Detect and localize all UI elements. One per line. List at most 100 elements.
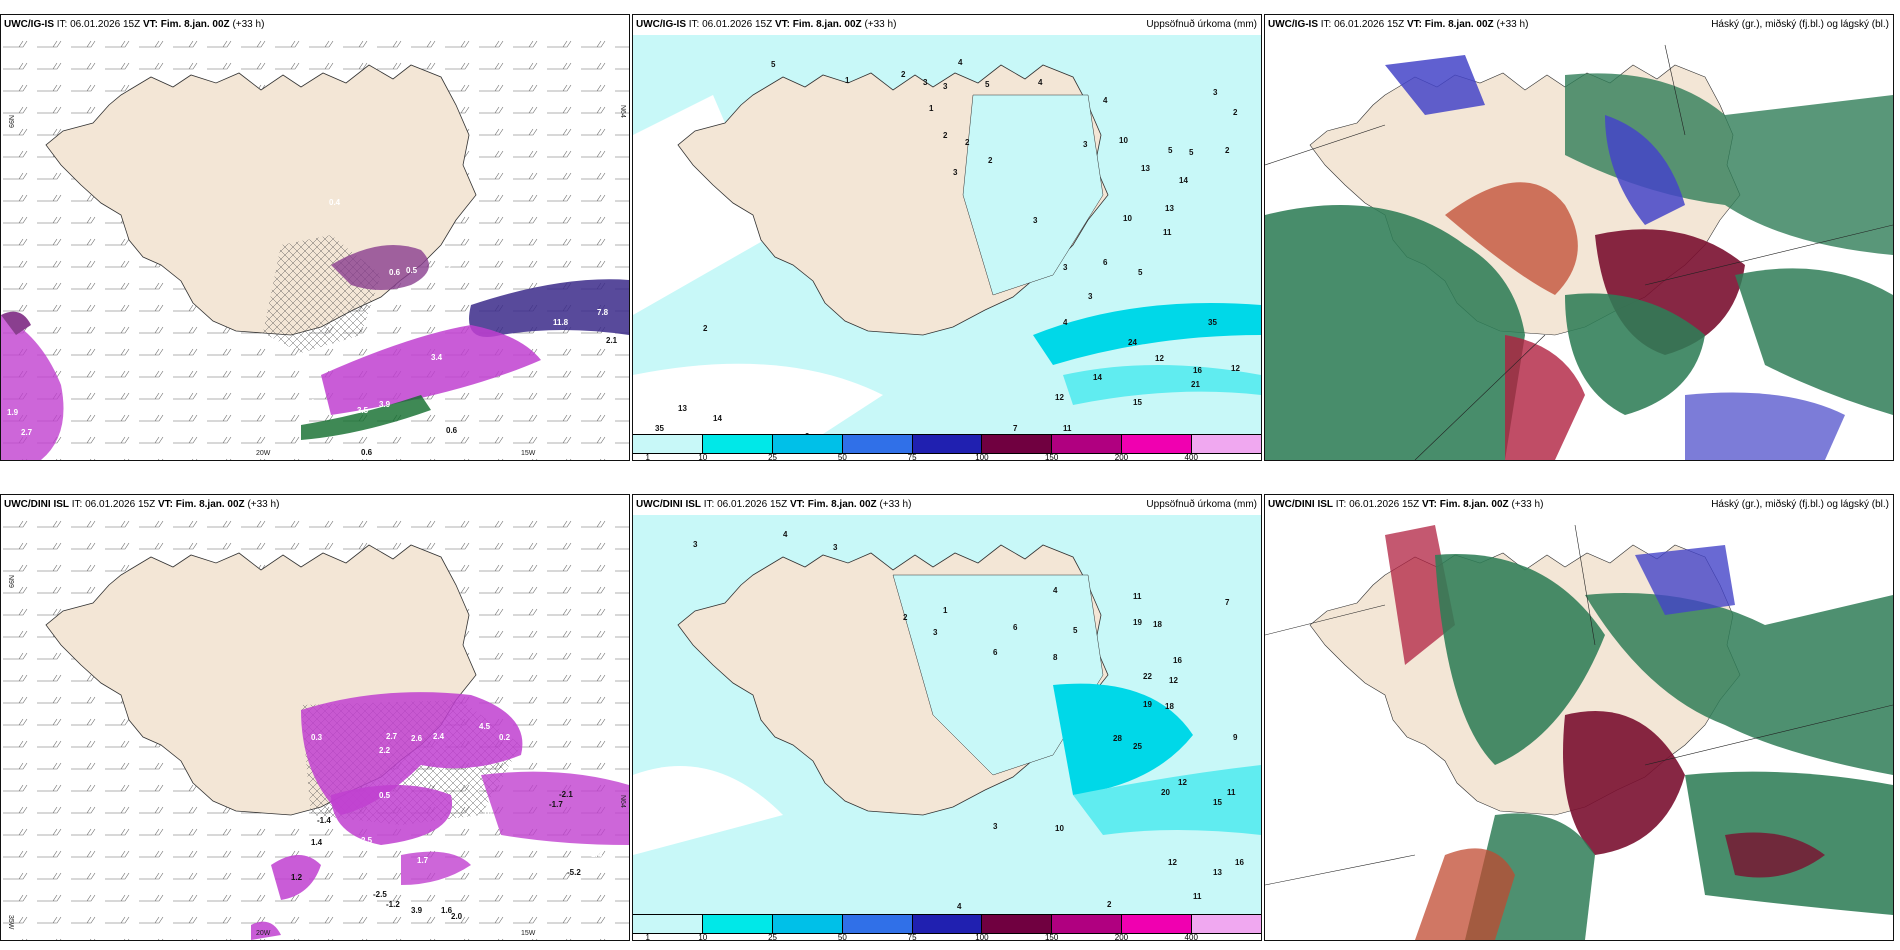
colorbar-tick-label: 50 [837,453,847,461]
panel-bottom-left: UWC/DINI ISL IT: 06.01.2026 15Z VT: Fim.… [0,494,630,941]
value-label: 2 [988,156,993,165]
value-label: 6 [1013,623,1018,632]
value-label: -1.2 [386,900,400,909]
value-label: 7 [1225,598,1230,607]
value-label: 4 [1038,78,1043,87]
colorbar-tick-label: 10 [698,933,708,941]
colorbar-cell [633,435,703,453]
colorbar-cell [772,435,843,453]
colorbar-cell [1122,915,1193,933]
colorbar-tick-label: 1 [645,933,650,941]
value-label: 0.2 [499,733,511,742]
value-label: 2.2 [481,880,493,889]
value-label: 0.5 [379,791,391,800]
colorbar-tick-label: 200 [1114,933,1129,941]
value-label: 4.5 [479,722,491,731]
value-label: 2 [901,70,906,79]
value-label: 35 [655,424,664,433]
value-label: 0.5 [406,266,418,275]
colorbar-tick-label: 150 [1044,453,1059,461]
value-label: 3 [923,78,928,87]
value-label: -2.5 [373,890,387,899]
value-label: 2.9 [49,452,61,460]
value-label: 2.2 [379,746,391,755]
value-label: 1.2 [291,873,303,882]
lon-label: 20W [256,450,271,457]
value-label: 3 [1088,292,1093,301]
value-label: 3 [833,543,838,552]
value-label: 2 [943,131,948,140]
value-label: 16 [1193,366,1202,375]
value-label: -2.1 [559,790,573,799]
panel-title: Háský (gr.), miðský (fj.bl.) og lágský (… [1711,499,1889,510]
panel-top-left: UWC/IG-IS IT: 06.01.2026 15Z VT: Fim. 8.… [0,14,630,461]
lat-label: N64 [619,105,626,118]
value-label: 11 [1227,788,1236,797]
value-label: 4 [958,58,963,67]
colorbar-tick-label: 400 [1184,933,1198,941]
value-label: 1.7 [417,856,429,865]
value-label: 22 [1143,672,1152,681]
value-label: 24 [1128,338,1137,347]
colorbar-cell [1052,915,1123,933]
value-label: 14 [1179,176,1188,185]
colorbar-cell [772,915,843,933]
value-label: 1.4 [591,850,603,859]
lat-label: 35W [7,915,14,930]
panel-bottom-middle: UWC/DINI ISL IT: 06.01.2026 15Z VT: Fim.… [632,494,1262,941]
colorbar-tick-label: 100 [975,453,989,461]
value-label: 4 [1063,318,1068,327]
map-wind-precip: 20W 15W N99 N64 0.4 0.6 0.5 1.2 0.8 3.4 … [1,35,629,460]
colorbar-tick-label: 150 [1044,933,1059,941]
value-label: 5 [1138,268,1143,277]
map-accumulated-precip: 3 4 3 2 1 3 4 6 11 18 19 12 22 16 18 28 … [633,515,1261,940]
colorbar-tick-label: 200 [1114,453,1129,461]
panel-header: UWC/IG-IS IT: 06.01.2026 15Z VT: Fim. 8.… [636,19,897,30]
map-accumulated-precip: 5 1 2 3 4 3 5 4 1 2 2 3 2 4 3 10 5 5 2 1… [633,35,1261,460]
value-label: 0.4 [329,198,341,207]
value-label: 11 [1163,228,1172,237]
panel-header: UWC/DINI ISL IT: 06.01.2026 15Z VT: Fim.… [636,499,912,510]
panel-header: UWC/DINI ISL IT: 06.01.2026 15Z VT: Fim.… [4,499,280,510]
value-label: 8 [1053,653,1058,662]
value-label: -1.4 [317,816,331,825]
value-label: 10 [483,808,492,817]
value-label: 11.8 [553,318,569,327]
map-cloud-cover [1265,35,1893,460]
colorbar-tick-label: 10 [698,453,708,461]
value-label: 5 [1073,626,1078,635]
value-label: 5.1 [431,398,443,407]
value-label: 12 [1178,778,1187,787]
colorbar-cell [702,915,773,933]
value-label: 5 [985,80,990,89]
colorbar-tick-label: 50 [837,933,847,941]
colorbar-tick-label: 1 [645,453,650,461]
value-label: 35 [1208,318,1217,327]
value-label: 7.8 [597,308,609,317]
value-label: 2.5 [503,398,515,407]
value-label: 5 [1168,146,1173,155]
value-label: 4 [1053,586,1058,595]
colorbar-cell [842,435,913,453]
value-label: 0.6 [361,448,373,457]
panel-title: Uppsöfnuð úrkoma (mm) [1146,19,1257,30]
lat-label: N99 [7,115,14,128]
value-label: 3 [943,82,948,91]
value-label: 0.6 [389,268,401,277]
value-label: -1.7 [549,800,563,809]
value-label: 3.9 [411,906,423,915]
value-label: 12 [1055,393,1064,402]
value-label: 4 [783,530,788,539]
value-label: 1.1 [304,398,316,407]
value-label: 2 [1233,108,1238,117]
value-label: 1.4 [311,838,323,847]
value-label: 5 [1189,148,1194,157]
value-label: 13 [678,404,687,413]
panel-top-right: UWC/IG-IS IT: 06.01.2026 15Z VT: Fim. 8.… [1264,14,1894,461]
panel-header: UWC/DINI ISL IT: 06.01.2026 15Z VT: Fim.… [1268,499,1544,510]
value-label: 2.5 [361,836,373,845]
value-label: 3 [1033,216,1038,225]
value-label: 15 [1133,398,1142,407]
value-label: 1 [929,104,934,113]
value-label: 0.6 [446,426,458,435]
